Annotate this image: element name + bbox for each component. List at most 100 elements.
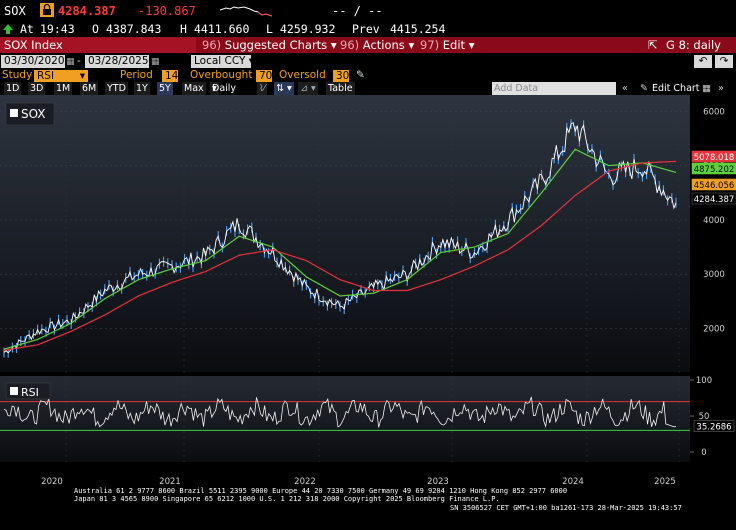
- add-data-input[interactable]: Add Data: [492, 82, 616, 95]
- price-value-label-bg: [691, 150, 736, 163]
- price-value-label-bg: [691, 162, 736, 175]
- price-series-group: [3, 119, 677, 358]
- quote-header: SOX 4284.387 -130.867 -- / --: [0, 0, 736, 22]
- chart-settings-icon[interactable]: ▦: [702, 83, 711, 94]
- open-label: O: [92, 22, 99, 36]
- period-label: Period: [120, 69, 153, 81]
- lock-icon[interactable]: [40, 3, 54, 17]
- dropdown-arrow-icon: ▾: [330, 38, 337, 52]
- high-label: H: [180, 22, 187, 36]
- series-line-ma50: [3, 148, 677, 350]
- currency-select[interactable]: Local CCY ▾: [191, 55, 255, 68]
- x-year-label: 2020: [41, 477, 63, 487]
- overbought-label: Overbought: [190, 69, 253, 81]
- high-value: 4411.660: [194, 22, 250, 36]
- start-date-input[interactable]: 03/30/2020: [1, 55, 65, 68]
- calendar-icon[interactable]: ▦: [151, 57, 160, 67]
- up-arrow-icon: [2, 23, 14, 35]
- rsi-series-group: [0, 396, 690, 431]
- at-label: At: [20, 22, 34, 36]
- price-value-label: 4875.202: [694, 165, 735, 175]
- frequency-select[interactable]: Daily ▾: [210, 82, 237, 95]
- price-y-tick: 4000: [703, 216, 725, 226]
- security-field[interactable]: SOX Index: [0, 37, 196, 53]
- dropdown-arrow-icon: ▾: [408, 38, 415, 52]
- calendar-icon[interactable]: ▦: [66, 57, 75, 67]
- price-legend[interactable]: SOX: [5, 102, 55, 126]
- range-1m[interactable]: 1M: [54, 82, 73, 95]
- expand-icon[interactable]: ⇱: [648, 38, 658, 52]
- x-year-label: 2025: [654, 477, 676, 487]
- redo-button[interactable]: ↷: [715, 55, 733, 68]
- edit-chart-button[interactable]: Edit Chart: [652, 83, 700, 94]
- oversold-input[interactable]: 30: [333, 70, 349, 82]
- dropdown-arrow-icon: ▾: [468, 38, 475, 52]
- quote-detail: At 19:43 O 4387.843 H 4411.660 L 4259.93…: [0, 22, 736, 37]
- rsi-y-tick: 50: [699, 412, 710, 422]
- function-menu-bar: SOX Index 96) Suggested Charts ▾ 96) Act…: [0, 37, 736, 53]
- series-line-sox: [3, 121, 677, 354]
- rsi-y-tick: 100: [696, 376, 712, 386]
- tick-indicator: -- / --: [332, 4, 383, 18]
- range-max[interactable]: Max: [182, 82, 206, 95]
- line-chart-icon[interactable]: ⌇⁄: [257, 82, 268, 95]
- rsi-line: [3, 396, 677, 428]
- period-input[interactable]: 14: [162, 70, 178, 82]
- grid: [0, 95, 690, 462]
- rsi-value-label-bg: [693, 420, 735, 432]
- edit-chart-icon[interactable]: ✎: [640, 83, 648, 94]
- dropdown-arrow-icon: ▾: [79, 70, 85, 82]
- date-range-row: 03/30/2020 ▦ - 03/28/2025 ▦ Local CCY ▾ …: [0, 54, 736, 69]
- rsi-legend[interactable]: RSI: [5, 382, 51, 400]
- price-value-label: 5078.018: [694, 153, 735, 163]
- study-label: Study: [2, 69, 33, 81]
- quote-time: 19:43: [40, 22, 75, 36]
- oversold-label: Oversold: [279, 69, 326, 81]
- candle-chart-icon[interactable]: ⇅ ▾: [274, 82, 294, 95]
- dropdown-arrow-icon: ▾: [248, 55, 255, 67]
- x-year-label: 2021: [159, 477, 181, 487]
- study-select[interactable]: RSI ▾: [34, 70, 88, 82]
- range-1d[interactable]: 1D: [4, 82, 22, 95]
- range-3d[interactable]: 3D: [28, 82, 46, 95]
- undo-button[interactable]: ↶: [694, 55, 712, 68]
- prev-label: Prev: [352, 22, 380, 36]
- end-date-input[interactable]: 03/28/2025: [85, 55, 149, 68]
- edit-menu[interactable]: 97) Edit ▾: [420, 38, 475, 52]
- range-6m[interactable]: 6M: [80, 82, 99, 95]
- table-button[interactable]: Table: [326, 82, 355, 95]
- suggested-charts-menu[interactable]: 96) Suggested Charts ▾: [202, 38, 337, 52]
- rsi-panel-bg: [0, 376, 690, 462]
- collapse-icon[interactable]: «: [622, 83, 628, 94]
- axes: 6000500040003000200020202021202220232024…: [41, 107, 736, 487]
- more-icon[interactable]: »: [718, 83, 724, 94]
- net-change: -130.867: [138, 4, 196, 18]
- pencil-icon[interactable]: ✎: [356, 69, 365, 81]
- rsi-y-tick: 0: [701, 448, 706, 458]
- price-panel-bg: [0, 95, 690, 372]
- rsi-legend-label: RSI: [21, 386, 39, 399]
- x-year-label: 2023: [427, 477, 449, 487]
- overbought-input[interactable]: 70: [256, 70, 272, 82]
- low-label: L: [266, 22, 273, 36]
- price-chart[interactable]: 6000500040003000200020202021202220232024…: [0, 95, 736, 530]
- range-ytd[interactable]: YTD: [105, 82, 128, 95]
- price-value-label: 4546.056: [694, 181, 735, 191]
- rsi-value-label: 35.2686: [696, 423, 731, 433]
- footer-line-3: SN 3506527 CET GMT+1:00 ba1261-173 28-Ma…: [450, 504, 682, 512]
- x-year-label: 2022: [294, 477, 316, 487]
- actions-menu[interactable]: 96) Actions ▾: [340, 38, 415, 52]
- study-row: Study RSI ▾ Period 14 Overbought 70 Overs…: [0, 69, 736, 82]
- range-5y[interactable]: 5Y: [157, 82, 173, 95]
- range-1y[interactable]: 1Y: [134, 82, 150, 95]
- legend-swatch: [10, 109, 18, 117]
- ticker-symbol: SOX: [4, 4, 26, 18]
- low-value: 4259.932: [280, 22, 336, 36]
- price-value-label-bg: [691, 178, 736, 191]
- legend-swatch: [10, 387, 18, 395]
- price-legend-label: SOX: [21, 107, 46, 121]
- chart-name[interactable]: G 8: daily: [666, 38, 721, 52]
- series-line-ma200: [3, 160, 677, 351]
- chart-toolbar: 1D 3D 1M 6M YTD 1Y 5Y Max Daily ▾ ⌇⁄ ⇅ ▾…: [0, 82, 736, 95]
- draw-tools-icon[interactable]: ⊿ ▾: [298, 82, 318, 95]
